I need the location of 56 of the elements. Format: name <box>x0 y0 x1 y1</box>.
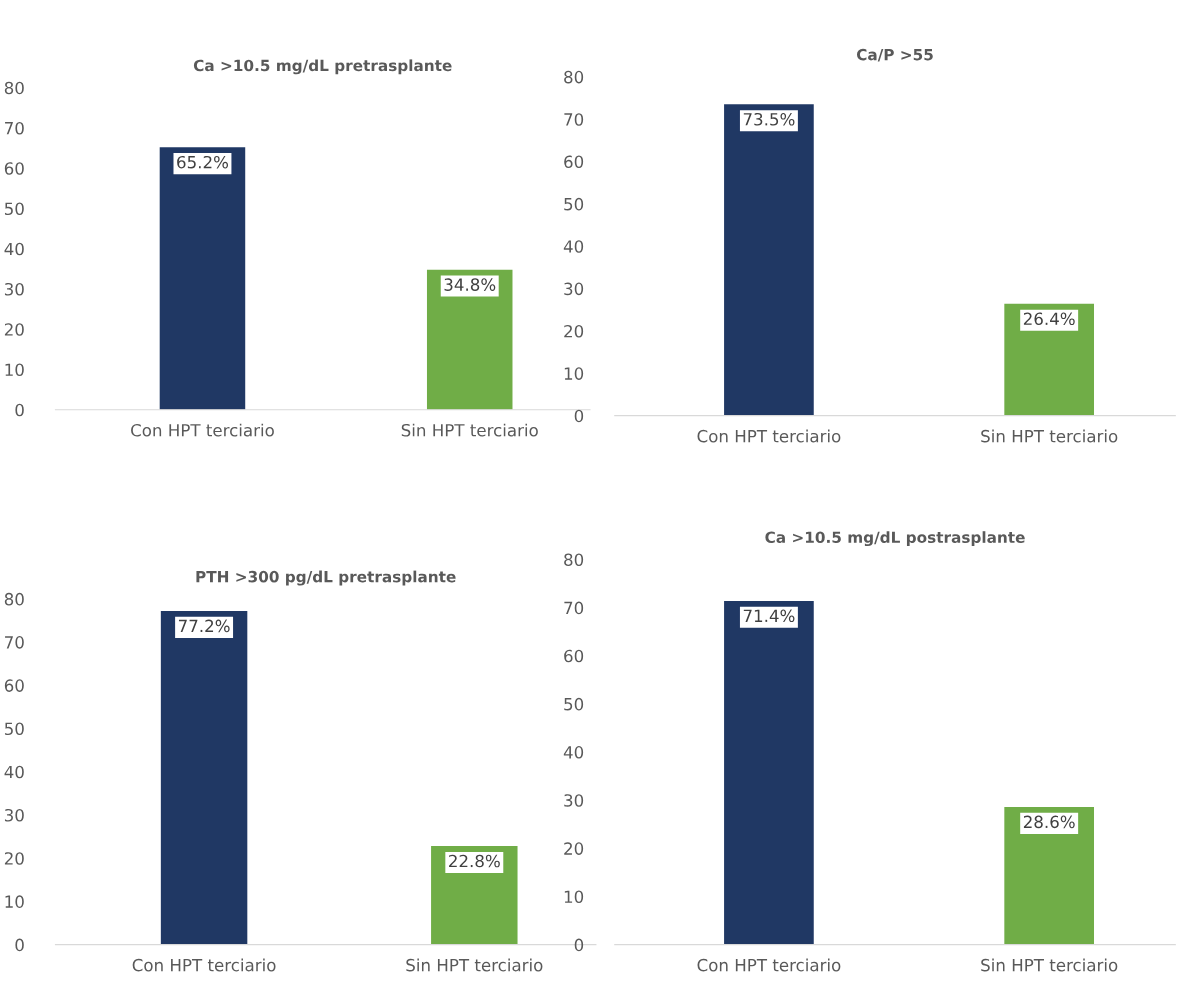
x-tick-label: Con HPT terciario <box>131 423 274 437</box>
y-tick-label: 40 <box>563 240 584 253</box>
y-tick-label: 0 <box>574 938 584 952</box>
y-tick-label: 30 <box>564 282 584 296</box>
x-tick-label: Sin HPT terciario <box>981 958 1118 972</box>
y-tick-label: 60 <box>564 649 584 663</box>
y-tick-label: 80 <box>564 70 584 84</box>
x-tick-label: Con HPT terciario <box>697 958 841 972</box>
x-tick-label: Sin HPT terciario <box>406 958 543 972</box>
y-tick-label: 30 <box>564 794 584 807</box>
y-tick-label: 80 <box>564 553 584 567</box>
y-tick-label: 60 <box>4 679 24 692</box>
y-tick-label: 10 <box>564 890 584 904</box>
data-label: 34.8% <box>444 278 496 291</box>
x-tick-label: Con HPT terciario <box>132 958 276 972</box>
chart-title: Ca/P >55 <box>856 48 933 62</box>
y-tick-label: 60 <box>4 162 24 175</box>
data-label: 28.6% <box>1023 815 1075 829</box>
y-tick-label: 0 <box>15 938 24 952</box>
data-label: 22.8% <box>449 854 500 868</box>
data-label: 26.4% <box>1023 312 1075 326</box>
y-tick-label: 50 <box>4 202 24 216</box>
data-label: 71.4% <box>743 609 795 623</box>
y-tick-label: 70 <box>5 121 24 135</box>
y-tick-label: 30 <box>4 282 24 296</box>
y-tick-label: 10 <box>564 367 584 380</box>
y-tick-label: 20 <box>4 323 24 336</box>
x-tick-label: Sin HPT terciario <box>401 423 538 437</box>
x-tick-label: Con HPT terciario <box>697 429 841 443</box>
data-label: 73.5% <box>743 112 795 126</box>
chart-title: Ca >10.5 mg/dL pretrasplante <box>193 59 452 75</box>
y-tick-label: 80 <box>4 592 24 606</box>
y-tick-label: 50 <box>4 722 24 736</box>
y-tick-label: 20 <box>4 852 24 865</box>
y-tick-label: 40 <box>4 242 24 256</box>
y-tick-label: 50 <box>564 697 584 711</box>
chart-title: PTH >300 pg/dL pretrasplante <box>196 570 456 586</box>
y-tick-label: 20 <box>564 324 584 338</box>
y-tick-label: 60 <box>564 155 584 169</box>
y-tick-label: 30 <box>4 808 24 822</box>
y-tick-label: 70 <box>5 636 24 649</box>
data-label: 65.2% <box>177 155 229 169</box>
y-tick-label: 10 <box>5 363 24 377</box>
data-label: 77.2% <box>178 619 230 633</box>
y-tick-label: 10 <box>5 895 24 908</box>
y-tick-label: 0 <box>574 409 584 423</box>
y-tick-label: 70 <box>564 601 584 615</box>
y-tick-label: 20 <box>564 842 584 855</box>
y-tick-label: 50 <box>564 197 584 211</box>
y-tick-label: 40 <box>563 746 584 759</box>
chart-title: Ca >10.5 mg/dL postrasplante <box>765 531 1025 547</box>
y-tick-label: 80 <box>4 81 24 95</box>
y-tick-label: 70 <box>564 113 584 126</box>
x-tick-label: Sin HPT terciario <box>981 429 1118 443</box>
y-tick-label: 40 <box>4 765 24 779</box>
y-tick-label: 0 <box>15 403 24 417</box>
